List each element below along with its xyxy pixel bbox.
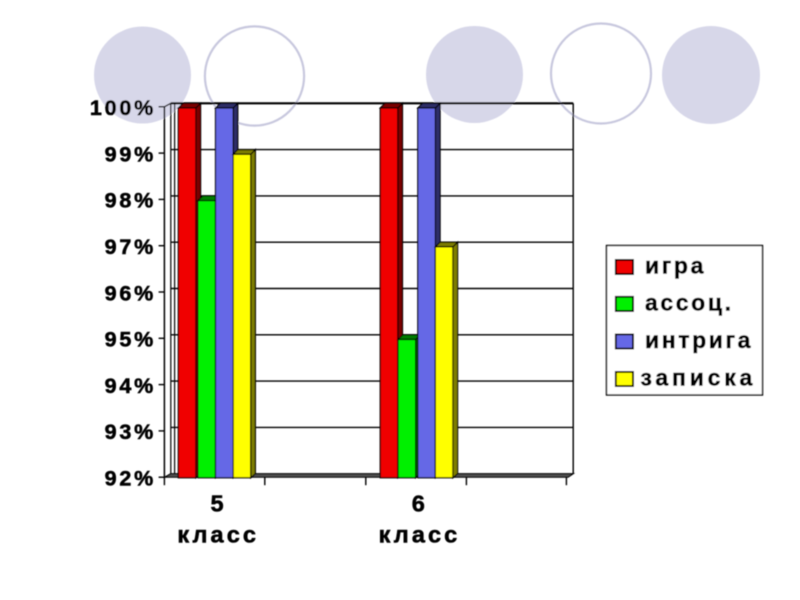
svg-text:игра: игра	[645, 253, 706, 279]
svg-text:92%: 92%	[105, 467, 156, 491]
svg-text:интрига: интрига	[645, 327, 753, 353]
svg-text:ассоц.: ассоц.	[645, 290, 734, 316]
svg-text:93%: 93%	[105, 420, 156, 444]
svg-text:94%: 94%	[105, 374, 156, 398]
svg-text:95%: 95%	[105, 328, 156, 352]
svg-text:98%: 98%	[105, 189, 156, 213]
svg-text:5: 5	[210, 491, 223, 517]
svg-text:99%: 99%	[105, 142, 156, 166]
svg-text:97%: 97%	[105, 235, 156, 259]
svg-text:96%: 96%	[105, 281, 156, 305]
svg-text:записка: записка	[641, 365, 757, 391]
svg-text:класс: класс	[379, 521, 461, 547]
svg-text:класс: класс	[177, 521, 259, 547]
svg-text:6: 6	[412, 491, 425, 517]
svg-text:100%: 100%	[90, 96, 156, 120]
